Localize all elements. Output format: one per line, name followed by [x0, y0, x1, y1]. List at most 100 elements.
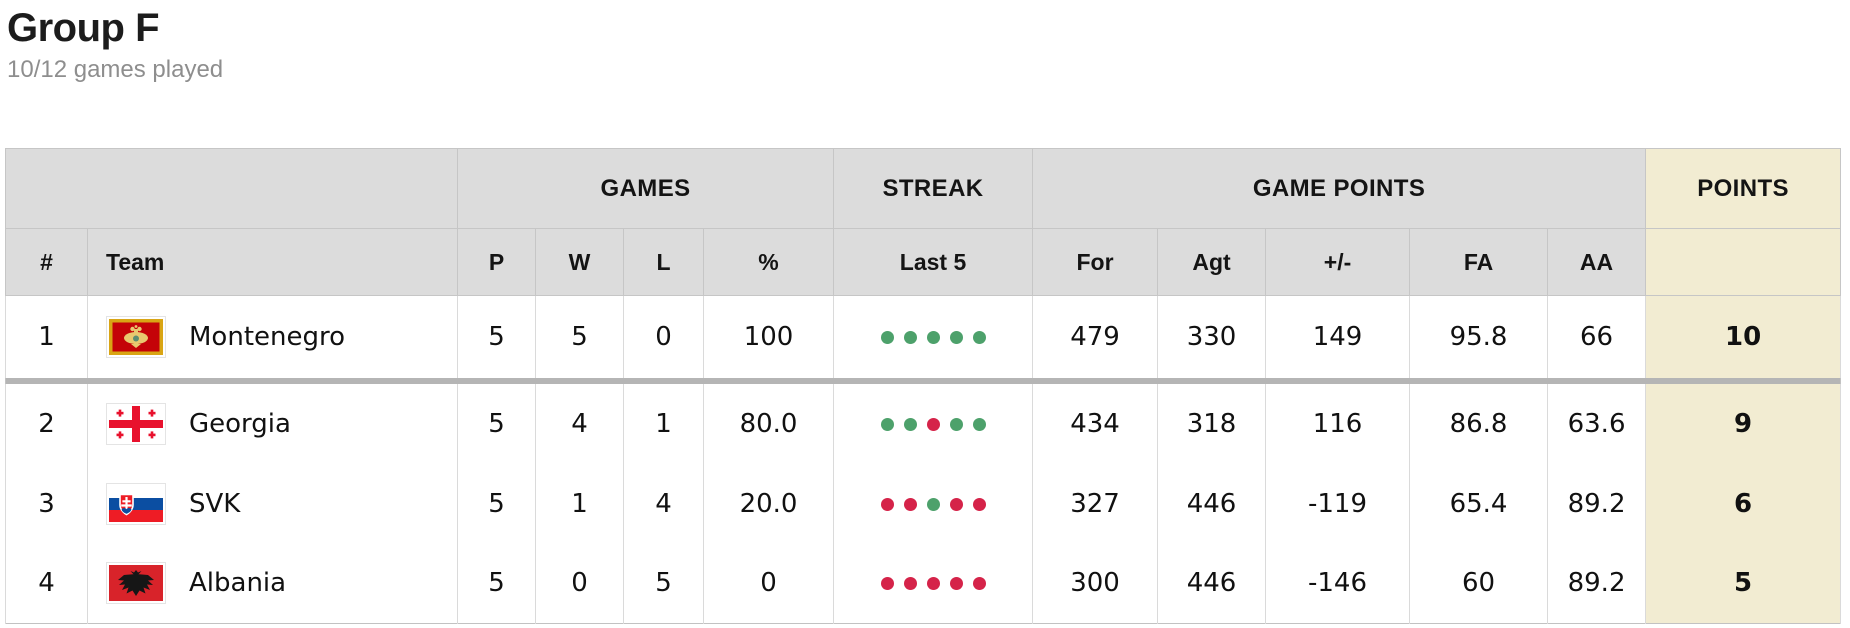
fa-cell: 86.8	[1409, 383, 1549, 464]
column-header-wins: W	[535, 228, 624, 296]
column-header-for: For	[1032, 228, 1159, 296]
group-header-game-points: GAME POINTS	[1032, 148, 1647, 229]
column-header-agt: Agt	[1157, 228, 1267, 296]
streak-cell	[833, 295, 1034, 378]
table-row: 2	[5, 383, 1842, 464]
column-header-last5: Last 5	[833, 228, 1034, 296]
for-cell: 300	[1032, 543, 1159, 624]
fa-cell: 95.8	[1409, 295, 1549, 378]
group-header-row: GAMES STREAK GAME POINTS POINTS	[5, 148, 1842, 229]
table-row: 4 Albania 5 0 5 0	[5, 543, 1842, 624]
for-cell: 327	[1032, 463, 1159, 544]
wins-cell: 4	[535, 383, 624, 464]
plusminus-cell: 116	[1265, 383, 1411, 464]
losses-cell: 4	[623, 463, 704, 544]
streak-cell	[833, 463, 1034, 544]
column-header-aa: AA	[1547, 228, 1647, 296]
column-header-points-empty	[1645, 228, 1842, 296]
group-header-points: POINTS	[1645, 148, 1842, 229]
table-row: 3 SVK 5	[5, 463, 1842, 544]
streak-dot	[880, 577, 894, 591]
page-title: Group F	[7, 6, 160, 50]
streak-dot	[880, 330, 894, 344]
losses-cell: 5	[623, 543, 704, 624]
plusminus-cell: -146	[1265, 543, 1411, 624]
team-name: Montenegro	[189, 321, 346, 352]
pct-cell: 80.0	[702, 383, 835, 464]
losses-cell: 1	[623, 383, 704, 464]
wins-cell: 5	[535, 295, 624, 378]
streak-dot	[926, 577, 940, 591]
rank-cell: 3	[5, 463, 88, 544]
streak-dot	[926, 417, 940, 431]
pct-cell: 0	[702, 543, 835, 624]
column-header-team: Team	[87, 228, 458, 296]
agt-cell: 446	[1157, 463, 1267, 544]
points-cell: 6	[1645, 463, 1842, 544]
streak-dot	[949, 497, 963, 511]
streak-dot	[903, 577, 917, 591]
streak-dot	[972, 577, 986, 591]
points-cell: 9	[1645, 383, 1842, 464]
streak-dot	[880, 497, 894, 511]
points-cell: 5	[1645, 543, 1842, 624]
agt-cell: 318	[1157, 383, 1267, 464]
streak-cell	[833, 543, 1034, 624]
aa-cell: 66	[1547, 295, 1647, 378]
streak-dot	[903, 417, 917, 431]
column-header-losses: L	[623, 228, 704, 296]
plusminus-cell: 149	[1265, 295, 1411, 378]
standings-table: GAMES STREAK GAME POINTS POINTS # Team P…	[5, 148, 1842, 624]
for-cell: 434	[1032, 383, 1159, 464]
plusminus-cell: -119	[1265, 463, 1411, 544]
streak-dot	[972, 330, 986, 344]
team-name: Albania	[189, 568, 287, 599]
team-name: Georgia	[189, 408, 291, 439]
rank-cell: 1	[5, 295, 88, 378]
page-subtitle: 10/12 games played	[7, 56, 224, 83]
team-name: SVK	[189, 488, 241, 519]
albania-flag-icon	[106, 562, 166, 605]
group-header-streak: STREAK	[833, 148, 1034, 229]
aa-cell: 89.2	[1547, 543, 1647, 624]
column-header-plusminus: +/-	[1265, 228, 1411, 296]
aa-cell: 89.2	[1547, 463, 1647, 544]
rank-cell: 4	[5, 543, 88, 624]
georgia-flag-icon	[106, 402, 166, 445]
streak-dot	[949, 417, 963, 431]
slovakia-flag-icon	[106, 482, 166, 525]
streak-dot	[949, 577, 963, 591]
qualification-divider	[5, 377, 1841, 384]
streak-dot	[903, 330, 917, 344]
played-cell: 5	[457, 463, 536, 544]
streak-dot	[926, 497, 940, 511]
team-cell: Georgia	[87, 383, 458, 464]
points-cell: 10	[1645, 295, 1842, 378]
montenegro-flag-icon	[106, 315, 166, 358]
team-cell: Albania	[87, 543, 458, 624]
column-header-row: # Team P W L % Last 5 For Agt +/- FA AA	[5, 228, 1842, 296]
streak-cell	[833, 383, 1034, 464]
group-header-empty	[5, 148, 458, 229]
streak-dot	[972, 497, 986, 511]
column-header-rank: #	[5, 228, 88, 296]
played-cell: 5	[457, 383, 536, 464]
table-row: 1	[5, 295, 1842, 378]
streak-dot	[926, 330, 940, 344]
pct-cell: 100	[702, 295, 835, 378]
fa-cell: 60	[1409, 543, 1549, 624]
page-header: Group F 10/12 games played	[7, 6, 223, 84]
column-header-fa: FA	[1409, 228, 1549, 296]
for-cell: 479	[1032, 295, 1159, 378]
group-header-games: GAMES	[456, 148, 835, 229]
streak-dot	[949, 330, 963, 344]
team-cell: Montenegro	[87, 295, 458, 378]
played-cell: 5	[457, 295, 536, 378]
aa-cell: 63.6	[1547, 383, 1647, 464]
rank-cell: 2	[5, 383, 88, 464]
streak-dot	[903, 497, 917, 511]
wins-cell: 0	[535, 543, 624, 624]
wins-cell: 1	[535, 463, 624, 544]
column-header-played: P	[457, 228, 536, 296]
column-header-pct: %	[702, 228, 835, 296]
